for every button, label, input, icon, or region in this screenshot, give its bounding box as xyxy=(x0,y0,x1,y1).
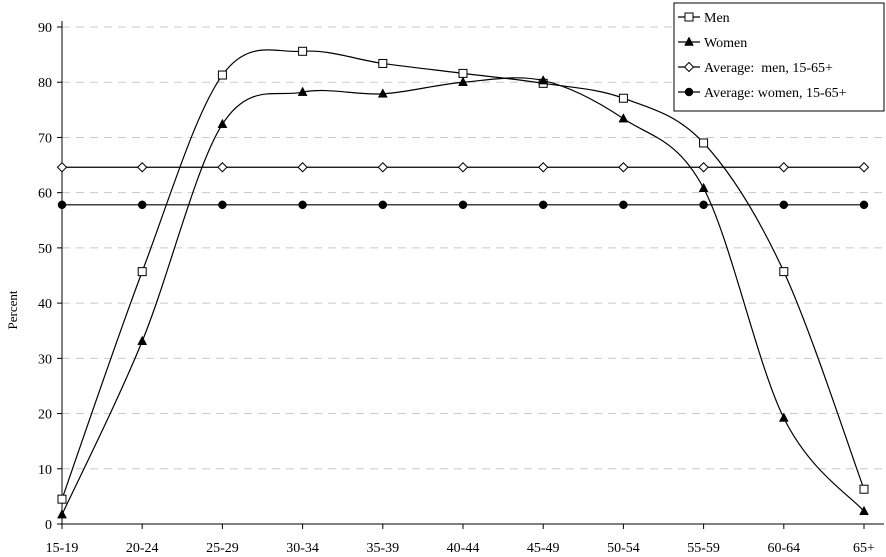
x-tick-label: 40-44 xyxy=(447,541,480,556)
legend: Men Women Average: men, 15-65+ Average: wom… xyxy=(673,2,885,112)
legend-label: Men xyxy=(704,11,730,26)
data-point xyxy=(699,138,709,148)
series-line xyxy=(61,49,865,500)
data-point xyxy=(618,93,628,103)
x-tick-label: 15-19 xyxy=(46,541,79,556)
legend-item: Average: women, 15-65+ xyxy=(678,86,847,101)
data-point xyxy=(458,200,468,210)
data-point xyxy=(57,509,67,519)
data-point xyxy=(217,70,227,80)
series-layer xyxy=(56,46,870,519)
x-tick-label: 45-49 xyxy=(527,541,560,556)
data-point xyxy=(57,200,67,210)
legend-marker xyxy=(684,36,694,46)
data-point xyxy=(297,162,308,173)
data-point xyxy=(298,200,307,210)
legend-marker xyxy=(684,12,694,22)
data-point xyxy=(779,267,789,277)
data-point xyxy=(538,75,549,85)
y-tick-label: 90 xyxy=(38,21,52,36)
y-tick-label: 60 xyxy=(38,187,52,202)
y-tick-label: 10 xyxy=(38,463,52,478)
x-tick-label: 50-54 xyxy=(607,541,640,556)
axes xyxy=(57,21,884,529)
data-point xyxy=(137,335,148,345)
data-point xyxy=(136,162,148,173)
data-point xyxy=(537,162,549,173)
x-tick-label: 60-64 xyxy=(767,541,800,556)
x-tick-label: 55-59 xyxy=(687,541,720,556)
legend-marker xyxy=(684,87,694,97)
y-tick-label: 40 xyxy=(38,297,52,312)
data-point xyxy=(297,86,308,96)
y-tick-label: 0 xyxy=(45,518,52,533)
data-point xyxy=(619,200,628,210)
data-point xyxy=(779,200,789,210)
data-point xyxy=(137,200,147,210)
y-tick-label: 80 xyxy=(38,76,52,91)
series-line xyxy=(61,77,865,515)
data-point xyxy=(858,162,870,173)
series-3 xyxy=(56,162,870,173)
data-point xyxy=(698,162,709,173)
data-point xyxy=(218,200,227,210)
legend-item: Men xyxy=(678,11,730,26)
tick-labels: 0 10 20 30 40 50 60 70 80 90 15-19 20-24 25-29 30-34 3… xyxy=(38,21,875,556)
data-point xyxy=(378,58,388,68)
data-point xyxy=(298,46,308,56)
data-point xyxy=(859,505,869,516)
series-2 xyxy=(57,75,869,519)
series-4 xyxy=(57,200,869,210)
data-point xyxy=(378,200,388,210)
y-tick-label: 70 xyxy=(38,131,52,146)
data-point xyxy=(859,200,869,210)
data-point xyxy=(698,182,709,192)
legend-label: Average: women, 15-65+ xyxy=(704,86,847,101)
x-tick-label: 65+ xyxy=(853,541,875,556)
x-tick-label: 25-29 xyxy=(206,541,239,556)
data-point xyxy=(457,162,469,173)
data-point xyxy=(699,200,708,210)
data-point xyxy=(778,162,790,173)
series-1 xyxy=(57,46,869,504)
data-point xyxy=(217,162,228,173)
data-point xyxy=(538,200,548,210)
y-tick-label: 30 xyxy=(38,352,52,367)
data-point xyxy=(377,88,388,98)
gridlines xyxy=(62,26,882,470)
legend-item: Average: men, 15-65+ xyxy=(678,61,833,76)
legend-label: Women xyxy=(704,36,747,51)
x-tick-label: 35-39 xyxy=(366,541,399,556)
legend-box xyxy=(673,2,885,112)
data-point xyxy=(57,494,67,504)
data-point xyxy=(217,118,228,128)
data-point xyxy=(56,162,68,173)
data-point xyxy=(458,76,468,86)
data-point xyxy=(618,113,629,123)
data-point xyxy=(618,162,629,173)
legend-label: Average: men, 15-65+ xyxy=(704,61,833,76)
legend-item: Women xyxy=(678,36,747,51)
data-point xyxy=(377,162,389,173)
y-axis-label: Percent xyxy=(5,290,20,329)
data-point xyxy=(137,267,147,277)
data-point xyxy=(778,412,789,422)
x-tick-label: 20-24 xyxy=(126,541,159,556)
data-point xyxy=(458,68,468,78)
y-tick-label: 50 xyxy=(38,242,52,257)
x-tick-label: 30-34 xyxy=(286,541,319,556)
legend-marker xyxy=(683,61,695,73)
y-tick-label: 20 xyxy=(38,408,52,423)
data-point xyxy=(859,484,869,494)
